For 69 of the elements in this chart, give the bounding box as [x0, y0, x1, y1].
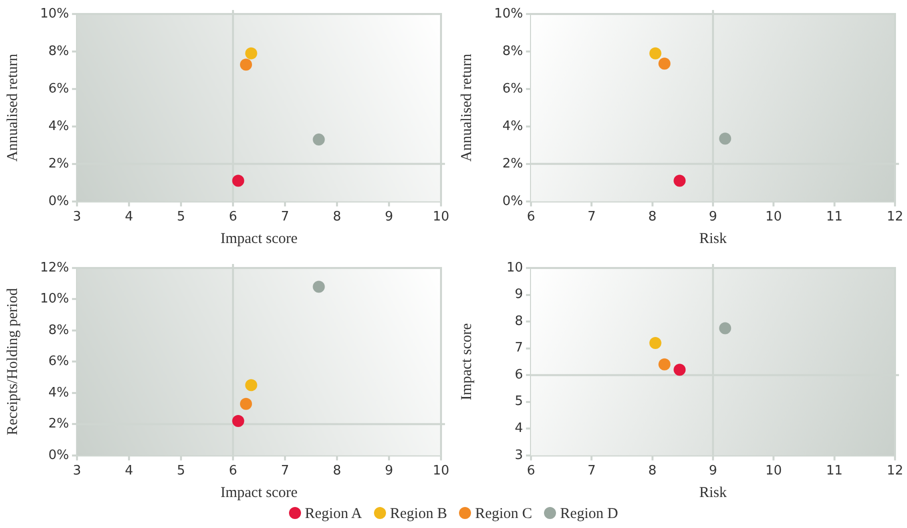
x-tick-label: 10 — [765, 464, 782, 479]
x-tick-label: 7 — [588, 210, 596, 225]
x-tick-label: 8 — [332, 464, 342, 479]
legend-label: Region C — [474, 506, 532, 523]
x-tick-label: 6 — [228, 210, 238, 225]
x-tick-label: 8 — [332, 210, 342, 225]
legend-label: Region D — [559, 506, 618, 523]
x-tick-label: 6 — [228, 464, 238, 479]
y-tick-label: 10 — [506, 260, 523, 276]
y-tick-label: 2% — [48, 416, 69, 432]
y-axis-title: Receipts/Holding period — [4, 288, 21, 436]
x-tick-label: 12 — [886, 210, 904, 225]
x-tick-label: 9 — [384, 464, 394, 479]
x-tick-label: 9 — [708, 464, 718, 479]
x-tick-label: 4 — [124, 464, 134, 479]
x-tick-label: 12 — [886, 464, 904, 479]
x-tick-label: 10 — [432, 464, 450, 479]
y-tick-label: 9 — [514, 287, 523, 302]
y-tick-label: 4% — [502, 118, 523, 134]
legend-label: Region A — [304, 506, 362, 523]
y-tick-label: 4% — [48, 118, 69, 134]
legend-label: Region B — [388, 506, 448, 523]
y-tick-label: 4 — [514, 421, 523, 436]
x-tick-label: 4 — [124, 210, 134, 225]
x-axis-title: Impact score — [220, 230, 298, 247]
y-tick-label: 6% — [502, 81, 523, 96]
x-tick-label: 9 — [384, 210, 394, 225]
y-tick-label: 8% — [502, 44, 523, 59]
y-tick-label: 12% — [40, 260, 69, 276]
x-tick-label: 7 — [280, 210, 290, 225]
x-tick-label: 8 — [648, 210, 656, 225]
y-tick-label: 8% — [48, 322, 69, 338]
y-tick-label: 10% — [40, 292, 69, 307]
y-tick-label: 7 — [514, 340, 523, 356]
x-tick-label: 5 — [176, 210, 186, 225]
y-axis-title: Annualised return — [4, 53, 21, 162]
x-tick-label: 10 — [765, 210, 782, 225]
x-tick-label: 7 — [280, 464, 290, 479]
y-tick-label: 6% — [48, 354, 69, 370]
y-tick-label: 0% — [48, 448, 69, 463]
x-tick-label: 3 — [72, 464, 82, 479]
x-tick-label: 9 — [708, 210, 718, 225]
y-tick-label: 8% — [48, 44, 69, 59]
y-axis-title: Impact score — [458, 322, 475, 400]
x-tick-label: 7 — [588, 464, 596, 479]
y-axis-title: Annualised return — [458, 53, 475, 162]
y-tick-label: 0% — [502, 194, 523, 209]
x-tick-label: 8 — [648, 464, 656, 479]
x-tick-label: 3 — [72, 210, 82, 225]
y-tick-label: 0% — [48, 194, 69, 209]
y-tick-label: 3 — [514, 448, 523, 463]
x-axis-title: Impact score — [220, 484, 298, 501]
x-tick-label: 11 — [826, 210, 843, 225]
x-axis-title: Risk — [699, 230, 728, 247]
x-tick-label: 6 — [526, 464, 536, 479]
y-tick-label: 8 — [514, 314, 523, 329]
y-tick-label: 4% — [48, 385, 69, 400]
y-tick-label: 2% — [48, 156, 69, 172]
x-tick-label: 5 — [176, 464, 186, 479]
y-tick-label: 6 — [514, 367, 523, 382]
y-tick-label: 6% — [48, 81, 69, 96]
x-axis-title: Risk — [699, 484, 728, 501]
y-tick-label: 5 — [514, 394, 523, 410]
x-tick-label: 10 — [432, 210, 450, 225]
x-tick-label: 6 — [526, 210, 536, 225]
y-tick-label: 2% — [502, 156, 523, 172]
x-tick-label: 11 — [826, 464, 843, 479]
y-tick-label: 10% — [494, 6, 523, 22]
y-tick-label: 10% — [40, 6, 69, 22]
